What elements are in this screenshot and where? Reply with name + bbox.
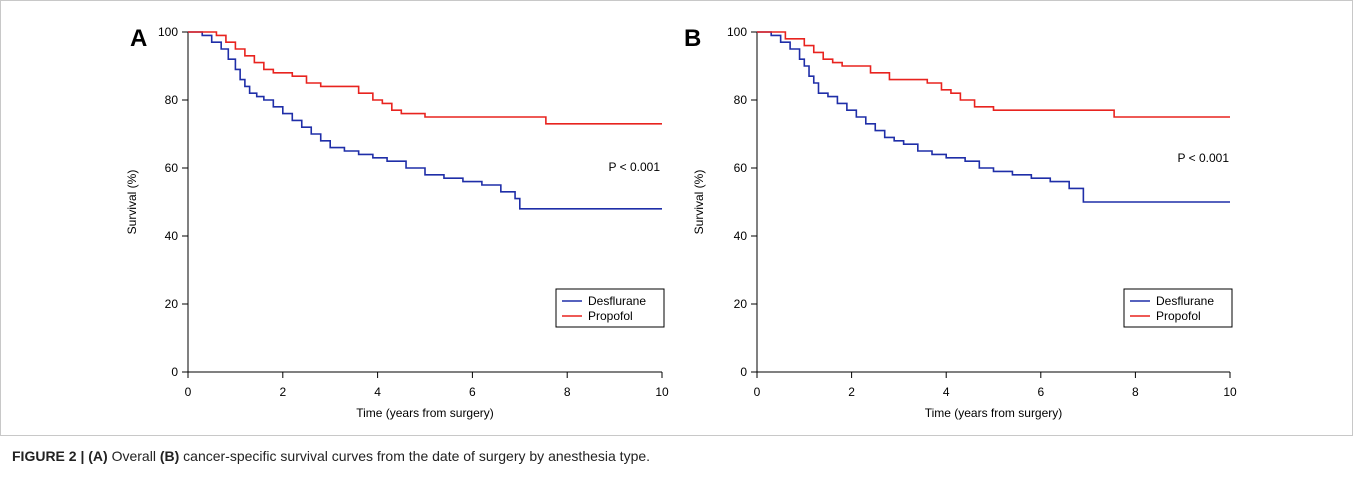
p-value-annotation: P < 0.001: [1178, 151, 1230, 165]
chart-panel-a: 0 20 40 60 80 100 0 2 4 6 8 10 Time (years from surg…: [125, 25, 669, 420]
legend-box: [1123, 288, 1233, 328]
y-tick-label: 20: [165, 297, 179, 311]
caption-a-text: Overall: [107, 448, 160, 464]
x-tick-label: 0: [185, 385, 192, 399]
y-tick-label: 20: [734, 297, 748, 311]
legend-label-desflurane: Desflurane: [1156, 294, 1214, 308]
x-tick-label: 10: [655, 385, 669, 399]
x-tick-label: 8: [1132, 385, 1139, 399]
x-tick-label: 2: [279, 385, 286, 399]
y-tick-label: 60: [734, 161, 748, 175]
y-tick-label: 100: [158, 25, 178, 39]
y-tick-label: 60: [165, 161, 179, 175]
series-line-desflurane: [757, 31, 1230, 203]
x-tick-label: 8: [564, 385, 571, 399]
y-tick-label: 40: [734, 229, 748, 243]
x-tick-label: 4: [374, 385, 381, 399]
x-tick-label: 2: [848, 385, 855, 399]
caption-prefix: FIGURE 2 |: [12, 448, 89, 464]
y-axis-label: Survival (%): [692, 170, 706, 235]
y-tick-label: 0: [740, 365, 747, 379]
x-tick-label: 4: [943, 385, 950, 399]
x-tick-label: 6: [469, 385, 476, 399]
legend-label-propofol: Propofol: [1156, 309, 1201, 323]
x-tick-label: 10: [1223, 385, 1237, 399]
legend-label-desflurane: Desflurane: [588, 294, 646, 308]
chart-panel-b: 0 20 40 60 80 100 0 2 4 6 8 10 Time (years from surg…: [692, 25, 1237, 420]
y-tick-label: 100: [727, 25, 747, 39]
x-axis-label: Time (years from surgery): [356, 406, 494, 420]
x-axis-label: Time (years from surgery): [925, 406, 1063, 420]
y-tick-label: 80: [165, 93, 179, 107]
y-tick-label: 40: [165, 229, 179, 243]
caption-b-tag: (B): [159, 448, 180, 464]
panel-label-a: A: [130, 25, 147, 52]
x-tick-label: 6: [1037, 385, 1044, 399]
p-value-annotation: P < 0.001: [609, 160, 661, 174]
panel-label-b: B: [684, 25, 701, 52]
caption-rest: cancer-specific survival curves from the…: [179, 448, 651, 464]
y-tick-label: 0: [171, 365, 178, 379]
x-tick-label: 0: [754, 385, 761, 399]
legend-label-propofol: Propofol: [588, 309, 633, 323]
legend-box: [555, 288, 665, 328]
series-line-desflurane: [188, 31, 662, 210]
y-axis-label: Survival (%): [125, 170, 139, 235]
figure-frame: [0, 0, 1353, 436]
figure-caption: FIGURE 2 | (A) Overall (B) cancer-specif…: [12, 448, 650, 464]
series-line-propofol: [757, 31, 1230, 118]
series-line-propofol: [188, 31, 662, 125]
caption-a-tag: (A): [88, 448, 108, 464]
y-tick-label: 80: [734, 93, 748, 107]
